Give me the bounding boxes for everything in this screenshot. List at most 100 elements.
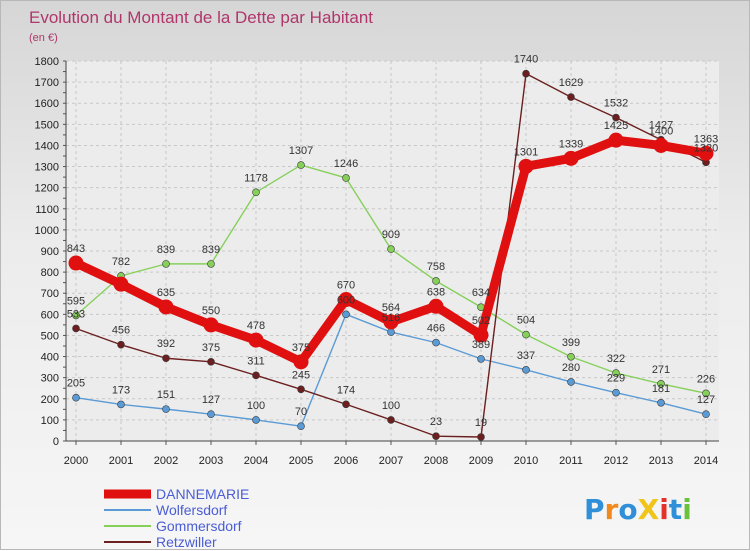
proxiti-logo: ProXiti <box>584 493 692 526</box>
y-tick-label: 600 <box>41 309 59 321</box>
data-point-dannemarie <box>203 317 219 333</box>
legend-label-wolfersdorf: Wolfersdorf <box>156 502 227 518</box>
logo-letter: i <box>682 493 692 526</box>
x-tick-label: 2011 <box>559 455 583 467</box>
legend-label-retzwiller: Retzwiller <box>156 534 217 550</box>
data-point-wolfersdorf <box>477 355 485 363</box>
y-tick-label: 200 <box>41 394 59 406</box>
x-tick-label: 2004 <box>244 455 268 467</box>
data-label: 389 <box>472 339 490 351</box>
data-point-retzwiller <box>72 324 80 333</box>
data-label: 1339 <box>559 138 583 150</box>
y-tick-label: 1700 <box>35 77 59 89</box>
legend-label-dannemarie: DANNEMARIE <box>156 486 249 502</box>
data-label: 399 <box>562 337 580 349</box>
data-point-gommersdorf <box>387 245 395 253</box>
data-point-wolfersdorf <box>522 366 530 374</box>
data-label: 1246 <box>334 158 358 170</box>
data-point-wolfersdorf <box>567 378 575 386</box>
data-label: 533 <box>67 308 85 320</box>
data-point-wolfersdorf <box>342 310 350 319</box>
data-label: 173 <box>112 384 130 396</box>
y-tick-label: 1100 <box>35 204 59 216</box>
data-point-gommersdorf <box>702 389 710 398</box>
y-tick-label: 1400 <box>35 140 59 152</box>
x-tick-label: 2010 <box>514 455 538 467</box>
data-label: 205 <box>67 378 85 390</box>
data-label: 1740 <box>514 54 538 66</box>
y-tick-label: 400 <box>41 352 59 364</box>
data-point-dannemarie <box>428 298 444 314</box>
data-point-wolfersdorf <box>252 416 260 424</box>
data-label: 1307 <box>289 145 313 157</box>
data-point-dannemarie <box>698 145 714 161</box>
logo-letter: P <box>584 493 605 526</box>
data-label: 311 <box>247 355 265 367</box>
data-point-dannemarie <box>563 150 579 166</box>
data-point-gommersdorf <box>612 369 620 377</box>
data-point-gommersdorf <box>522 330 530 339</box>
data-label: 1363 <box>694 133 718 145</box>
data-label: 100 <box>247 400 265 412</box>
data-label: 670 <box>337 280 355 292</box>
data-label: 151 <box>157 389 175 401</box>
data-label: 635 <box>157 287 175 299</box>
data-point-dannemarie <box>473 327 489 343</box>
logo-letter: o <box>618 493 637 526</box>
legend: DANNEMARIEWolfersdorfGommersdorfRetzwill… <box>104 486 249 550</box>
data-point-retzwiller <box>477 433 485 441</box>
data-point-dannemarie <box>158 299 174 315</box>
data-label: 229 <box>607 373 625 385</box>
data-point-wolfersdorf <box>657 398 665 407</box>
data-label: 839 <box>157 244 175 256</box>
y-tick-label: 1800 <box>35 56 59 68</box>
data-point-dannemarie <box>293 354 309 370</box>
data-label: 634 <box>472 287 490 299</box>
data-point-retzwiller <box>612 113 620 122</box>
data-point-wolfersdorf <box>387 328 395 336</box>
data-point-retzwiller <box>252 371 260 380</box>
data-label: 516 <box>382 312 400 324</box>
data-point-retzwiller <box>297 385 305 394</box>
data-label: 271 <box>652 364 670 376</box>
x-tick-label: 2006 <box>334 455 358 467</box>
data-point-wolfersdorf <box>117 400 125 409</box>
x-tick-label: 2014 <box>694 455 718 467</box>
logo-letter: t <box>669 493 682 526</box>
data-point-gommersdorf <box>72 311 80 320</box>
data-label: 782 <box>112 256 130 268</box>
data-label: 1320 <box>694 142 718 154</box>
data-point-dannemarie <box>608 132 624 148</box>
data-point-gommersdorf <box>432 277 440 285</box>
data-label: 23 <box>430 416 442 428</box>
chart-subtitle: (en €) <box>29 32 58 44</box>
data-label: 466 <box>427 323 445 335</box>
data-label: 375 <box>292 342 310 354</box>
x-tick-label: 2012 <box>604 455 628 467</box>
y-tick-label: 500 <box>41 330 59 342</box>
data-label: 843 <box>67 243 85 255</box>
data-point-wolfersdorf <box>612 388 620 397</box>
data-point-retzwiller <box>342 400 350 409</box>
data-label: 1629 <box>559 77 583 89</box>
data-point-gommersdorf <box>252 188 260 197</box>
data-label: 1301 <box>514 146 538 158</box>
data-label: 478 <box>247 320 265 332</box>
data-label: 375 <box>202 342 220 354</box>
data-point-retzwiller <box>387 416 395 424</box>
data-point-retzwiller <box>207 358 215 366</box>
x-tick-label: 2005 <box>289 455 313 467</box>
data-label: 280 <box>562 362 580 374</box>
y-tick-label: 900 <box>41 246 59 258</box>
data-point-dannemarie <box>653 137 669 153</box>
x-tick-label: 2007 <box>379 455 403 467</box>
data-point-wolfersdorf <box>207 410 215 418</box>
data-label: 1427 <box>649 120 673 132</box>
data-label: 19 <box>475 417 487 429</box>
data-label: 127 <box>697 394 715 406</box>
data-point-dannemarie <box>68 255 84 271</box>
y-tick-label: 800 <box>41 267 59 279</box>
y-tick-label: 700 <box>41 288 59 300</box>
data-label: 456 <box>112 325 130 337</box>
